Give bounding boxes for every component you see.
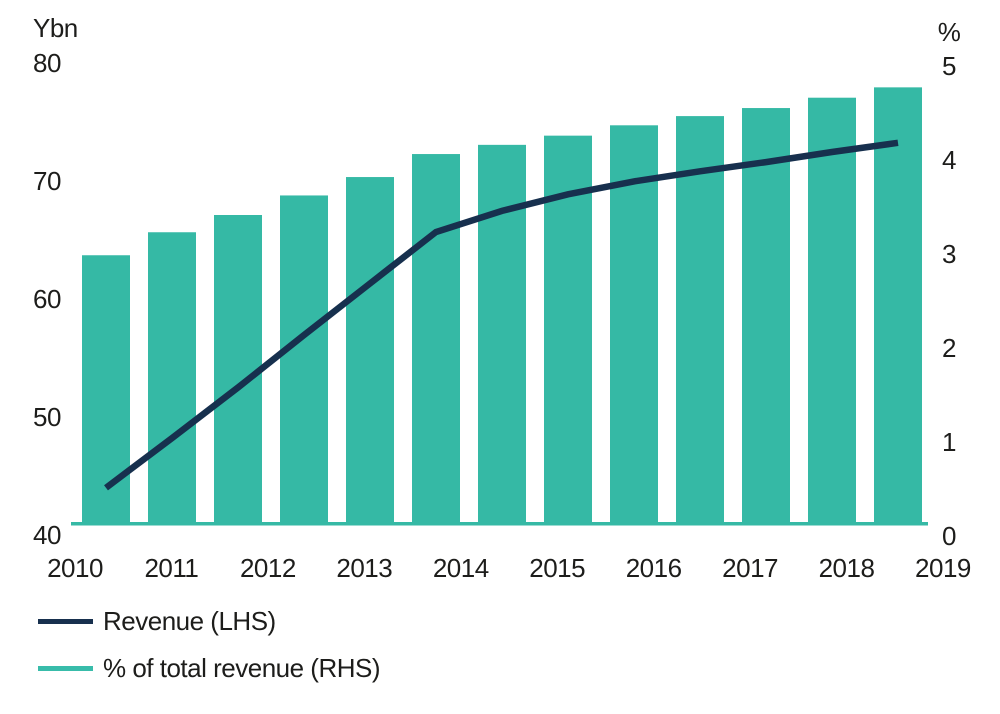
right-axis-tick: 3: [942, 239, 956, 269]
bar: [82, 255, 130, 526]
revenue-line: [104, 139, 899, 491]
x-axis-label: 2010: [47, 553, 103, 583]
x-axis-label: 2018: [819, 553, 875, 583]
right-axis-tick: 2: [942, 333, 956, 363]
x-axis-label: 2015: [529, 553, 585, 583]
bar: [346, 177, 394, 526]
left-axis-tick: 70: [33, 166, 61, 196]
left-axis-tick: 80: [33, 48, 61, 78]
left-axis-tick: 60: [33, 284, 61, 314]
bar: [148, 232, 196, 526]
bar: [610, 125, 658, 526]
right-axis-tick: 1: [942, 427, 956, 457]
bar: [808, 97, 856, 526]
legend-line-swatch-navy: [38, 618, 93, 624]
left-axis-tick: 50: [33, 402, 61, 432]
legend-item-pct-total-revenue: % of total revenue (RHS): [38, 652, 381, 683]
x-axis-label: 2014: [433, 553, 489, 583]
left-axis-unit: Ybn: [33, 13, 78, 43]
legend-line-swatch-teal: [38, 665, 93, 671]
legend-label-pct-total-revenue: % of total revenue (RHS): [103, 652, 381, 683]
legend-label-revenue: Revenue (LHS): [103, 605, 276, 636]
right-axis-tick: 4: [942, 145, 956, 175]
bar: [412, 154, 460, 526]
x-axis-label: 2016: [626, 553, 682, 583]
bar: [478, 144, 526, 526]
right-axis-unit: %: [938, 17, 961, 47]
x-axis-label: 2017: [722, 553, 778, 583]
x-axis-label: 2019: [915, 553, 971, 583]
x-axis-label: 2013: [336, 553, 392, 583]
bar: [676, 116, 724, 526]
bar: [280, 195, 328, 526]
x-axis-label: 2011: [144, 553, 198, 583]
x-axis-baseline: [71, 522, 928, 526]
legend: Revenue (LHS) % of total revenue (RHS): [38, 606, 381, 700]
right-axis-tick: 5: [942, 51, 956, 81]
bar: [742, 108, 790, 526]
left-axis-tick: 40: [33, 520, 61, 550]
bar: [214, 215, 262, 526]
bar: [874, 87, 922, 526]
legend-item-revenue: Revenue (LHS): [38, 606, 380, 636]
x-axis-label: 2012: [240, 553, 296, 583]
right-axis-tick: 0: [942, 521, 956, 551]
